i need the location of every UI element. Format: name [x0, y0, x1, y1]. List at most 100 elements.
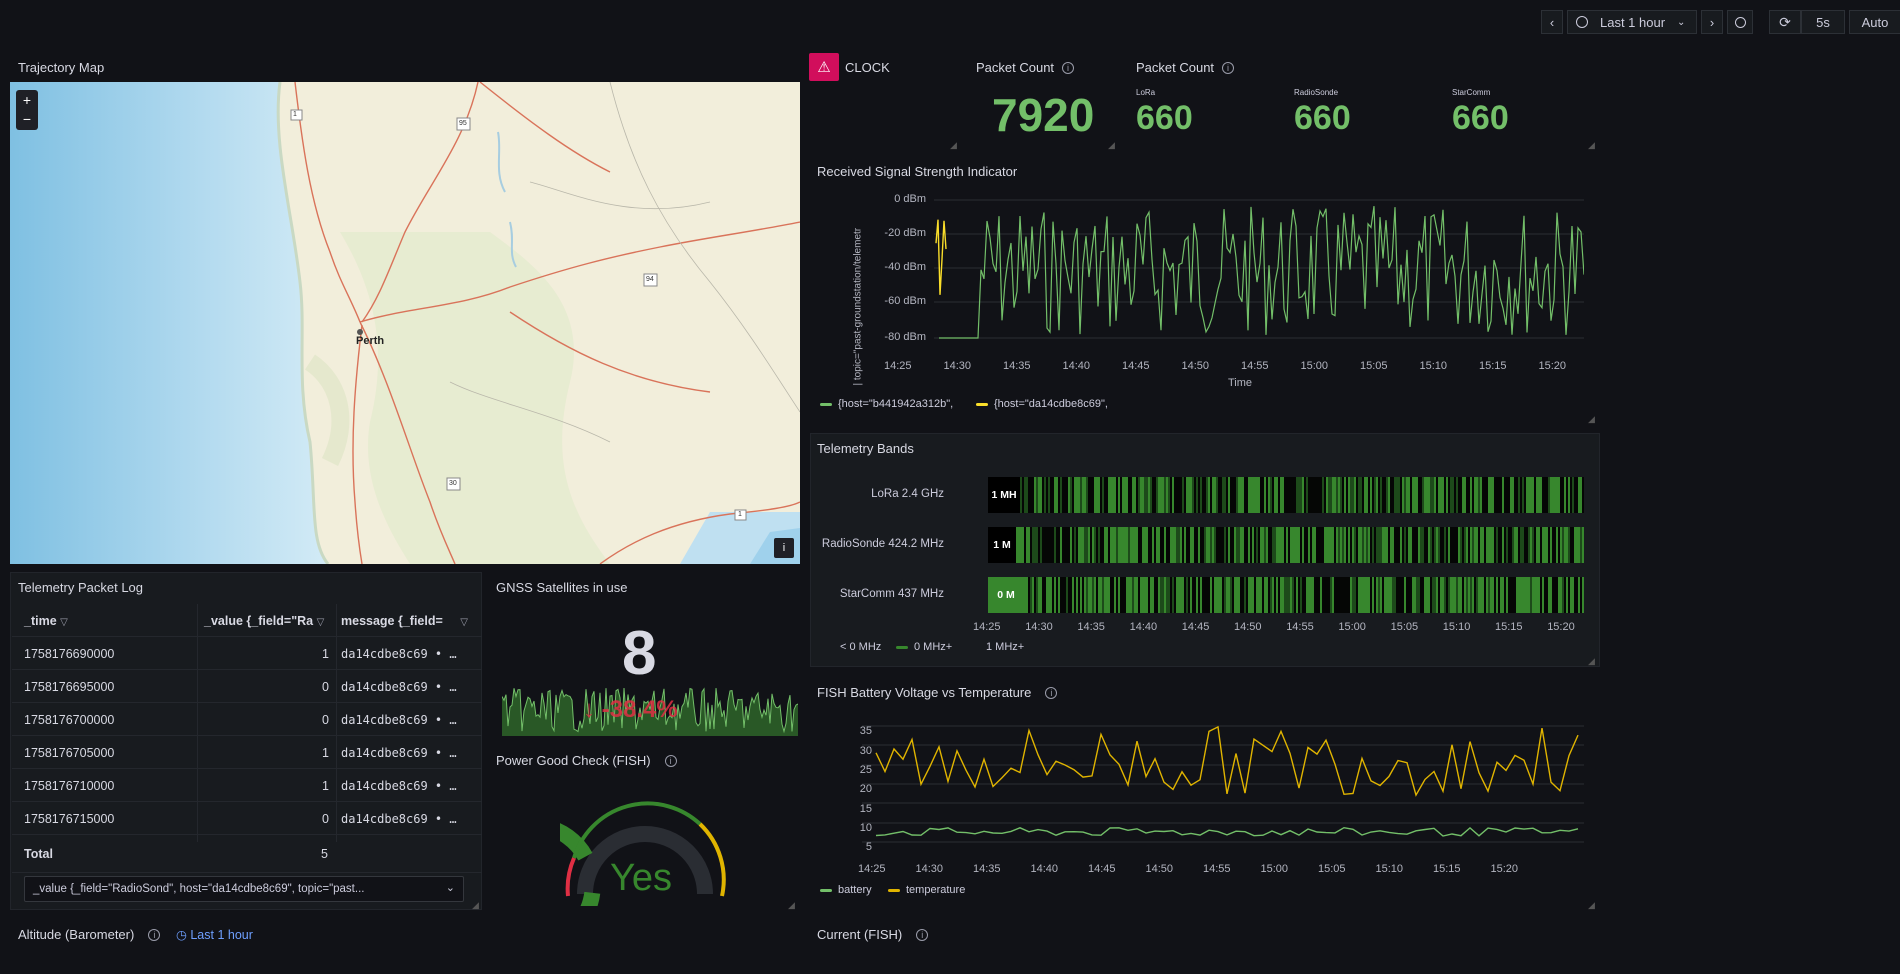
field-selector-value: _value {_field="RadioSond", host="da14cd…: [33, 883, 365, 895]
map-attribution-button[interactable]: i: [774, 538, 794, 558]
info-icon[interactable]: i: [916, 929, 929, 941]
info-icon[interactable]: i: [1045, 687, 1058, 699]
resize-handle[interactable]: ◢: [1588, 140, 1595, 150]
resize-handle[interactable]: ◢: [1588, 414, 1595, 424]
battery-chart: [862, 725, 1584, 843]
table-row[interactable]: 1758176705000 1 da14cdbe8c69 • …: [12, 736, 482, 769]
band-row-starcomm: [988, 577, 1584, 613]
map-zoom-control: + −: [16, 90, 38, 130]
time-range-label: Last 1 hour: [1600, 14, 1666, 30]
rssi-title: Received Signal Strength Indicator: [817, 164, 1018, 179]
map-zoom-out-button[interactable]: −: [22, 111, 32, 127]
tick-label: 15: [859, 803, 872, 815]
time-back-button[interactable]: ‹: [1541, 10, 1563, 34]
trajectory-map[interactable]: 1 95 94 30 1 Perth + − i: [10, 82, 800, 564]
rssi-legend-item[interactable]: {host="da14cdbe8c69",: [976, 398, 1108, 410]
tick-label: 15:00: [1338, 621, 1366, 633]
footer-value: 5: [321, 847, 328, 861]
table-row[interactable]: 1758176715000 0 da14cdbe8c69 • …: [12, 802, 482, 835]
column-header-value[interactable]: _value {_field="Ra ▽: [204, 614, 324, 628]
zoom-out-time-button[interactable]: [1727, 10, 1753, 34]
column-header-message[interactable]: message {_field= ▽: [341, 614, 468, 628]
tick-label: 15:00: [1260, 863, 1289, 875]
rssi-legend-item[interactable]: {host="b441942a312b",: [820, 398, 953, 410]
filter-icon[interactable]: ▽: [60, 617, 68, 628]
bands-legend-item[interactable]: 0 MHz+: [896, 641, 952, 653]
time-badge-label: Last 1 hour: [190, 928, 253, 942]
packet-breakdown-title: Packet Count i: [1136, 60, 1235, 75]
cell-time: 1758176715000: [24, 812, 115, 826]
table-header-row: _time ▽ _value {_field="Ra ▽ message {_f…: [12, 604, 482, 637]
cell-value: 1: [322, 779, 329, 793]
tick-label: 15:05: [1360, 360, 1388, 372]
refresh-button[interactable]: ⟳: [1769, 10, 1801, 34]
temperature-series: [875, 725, 1579, 797]
map-zoom-in-button[interactable]: +: [22, 92, 32, 108]
legend-swatch: [820, 402, 832, 406]
packet-total-value: 7920: [992, 89, 1095, 141]
gnss-value: 8: [622, 619, 657, 688]
resize-handle[interactable]: ◢: [1588, 656, 1595, 666]
map-canvas: [10, 82, 800, 564]
table-row[interactable]: 1758176700000 0 da14cdbe8c69 • …: [12, 703, 482, 736]
column-divider: [336, 604, 337, 842]
band-label: LoRa 2.4 GHz: [871, 488, 944, 500]
tick-label: 14:55: [1286, 621, 1314, 633]
info-icon[interactable]: i: [1222, 62, 1235, 74]
refresh-interval-picker[interactable]: 5s: [1801, 10, 1845, 34]
tick-label: 14:25: [973, 621, 1001, 633]
cell-message: da14cdbe8c69 • …: [341, 746, 457, 760]
packet-log-table: _time ▽ _value {_field="Ra ▽ message {_f…: [12, 604, 482, 873]
filter-icon[interactable]: ▽: [460, 617, 468, 628]
field-selector[interactable]: _value {_field="RadioSond", host="da14cd…: [24, 876, 464, 902]
resize-handle[interactable]: ◢: [1108, 140, 1115, 150]
column-header-time[interactable]: _time ▽: [24, 614, 68, 628]
resize-handle[interactable]: ◢: [1588, 900, 1595, 910]
table-row[interactable]: 1758176690000 1 da14cdbe8c69 • …: [12, 637, 482, 670]
battery-legend-item[interactable]: temperature: [888, 884, 965, 896]
filter-icon[interactable]: ▽: [316, 617, 325, 628]
table-row[interactable]: 1758176710000 1 da14cdbe8c69 • …: [12, 769, 482, 802]
tick-label: 14:45: [1088, 863, 1116, 875]
tick-label: 15:00: [1300, 360, 1329, 372]
warning-icon: ⚠: [817, 59, 831, 76]
clock-title: CLOCK: [845, 60, 890, 75]
bands-legend-item[interactable]: < 0 MHz: [840, 641, 881, 653]
tick-label: 15:10: [1442, 621, 1471, 633]
legend-label: {host="b441942a312b",: [838, 398, 954, 410]
zoom-out-icon: [1734, 16, 1746, 28]
resize-handle[interactable]: ◢: [950, 140, 957, 150]
table-row[interactable]: 1758176695000 0 da14cdbe8c69 • …: [12, 670, 482, 703]
auto-label: Auto: [1861, 14, 1889, 30]
packet-lora-value: 660: [1136, 99, 1193, 137]
legend-swatch: [888, 888, 900, 892]
legend-label: < 0 MHz: [840, 641, 882, 653]
chevron-down-icon: ⌄: [445, 882, 455, 894]
info-icon[interactable]: i: [664, 755, 677, 767]
info-icon[interactable]: i: [1062, 62, 1075, 74]
tick-label: 15:10: [1419, 360, 1448, 372]
tick-label: 10: [859, 822, 872, 834]
tick-label: 30: [859, 745, 872, 757]
packet-lora-label: LoRa: [1136, 88, 1156, 97]
bands-legend-item[interactable]: 1 MHz+: [986, 641, 1024, 653]
power-gauge: [560, 801, 726, 906]
tick-label: 14:55: [1203, 863, 1231, 875]
auto-refresh-toggle[interactable]: Auto: [1849, 10, 1900, 34]
time-range-picker[interactable]: Last 1 hour ⌄: [1567, 10, 1697, 34]
time-forward-button[interactable]: ›: [1701, 10, 1723, 34]
battery-title: FISH Battery Voltage vs Temperature i: [817, 685, 1058, 700]
road-label: 30: [449, 480, 457, 487]
gnss-change: ↓ -38.4%: [583, 696, 678, 723]
battery-legend-item[interactable]: battery: [820, 884, 872, 896]
cell-message: da14cdbe8c69 • …: [341, 647, 457, 661]
legend-label: {host="da14cdbe8c69",: [994, 398, 1108, 410]
resize-handle[interactable]: ◢: [472, 900, 479, 910]
packet-breakdown-title-text: Packet Count: [1136, 60, 1215, 75]
info-icon[interactable]: i: [148, 929, 161, 941]
packet-radiosonde-value: 660: [1294, 99, 1351, 137]
tick-label: 20: [859, 783, 872, 795]
cell-time: 1758176705000: [24, 746, 115, 760]
legend-label: 0 MHz+: [914, 641, 953, 653]
resize-handle[interactable]: ◢: [788, 900, 795, 910]
